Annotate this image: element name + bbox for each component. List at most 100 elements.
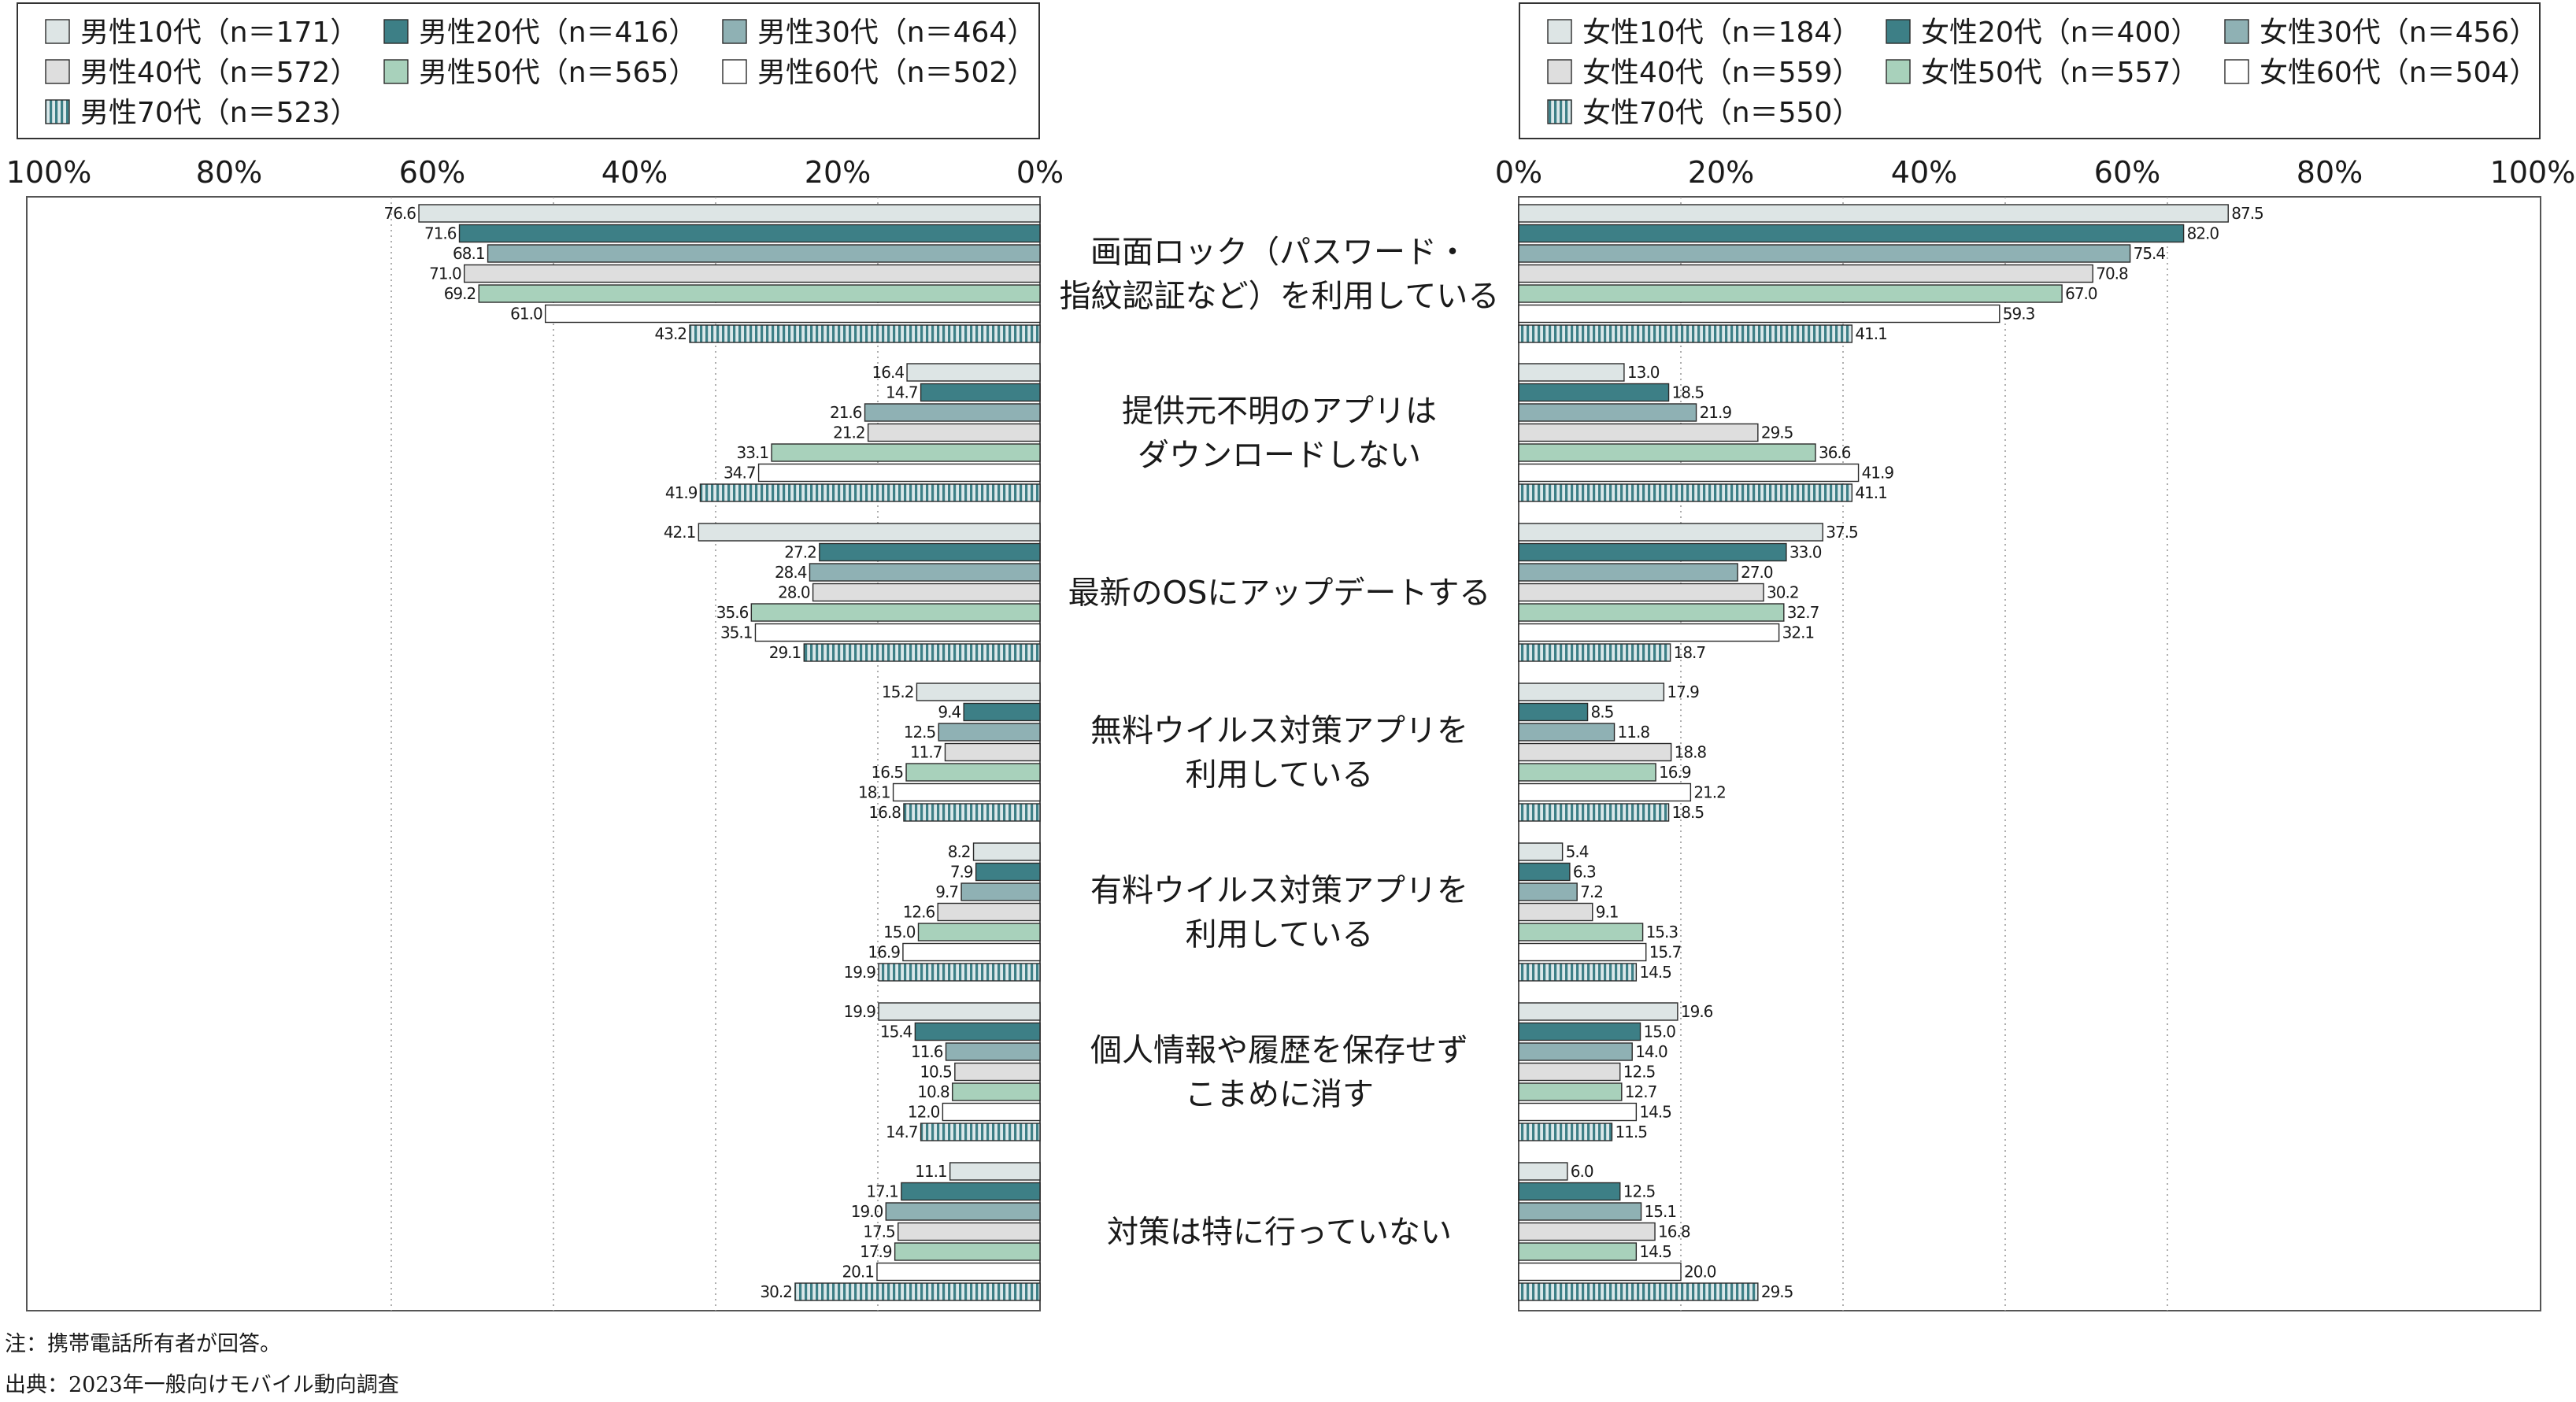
male-bar bbox=[945, 1042, 1041, 1061]
female-data-label: 87.5 bbox=[2231, 204, 2263, 223]
male-bar bbox=[975, 862, 1041, 882]
female-legend-label: 女性40代（n＝559） bbox=[1582, 57, 1860, 89]
male-data-label: 16.8 bbox=[868, 803, 901, 822]
female-bar bbox=[1518, 463, 1860, 483]
female-bar bbox=[1518, 902, 1593, 922]
female-bar bbox=[1518, 702, 1589, 722]
male-legend-swatch bbox=[383, 59, 409, 84]
male-data-label: 34.7 bbox=[724, 464, 756, 483]
male-x-tick-label: 80% bbox=[196, 155, 262, 190]
male-bar bbox=[458, 224, 1041, 243]
category-label: 指紋認証など）を利用している bbox=[1060, 279, 1500, 315]
footnote-source: 出典：2023年一般向けモバイル動向調査 bbox=[5, 1373, 399, 1397]
female-data-label: 33.0 bbox=[1790, 543, 1822, 562]
male-data-label: 12.6 bbox=[903, 903, 935, 922]
male-legend-label: 男性60代（n＝502） bbox=[757, 57, 1035, 89]
male-bar bbox=[487, 244, 1041, 263]
male-data-label: 7.9 bbox=[950, 863, 973, 882]
male-x-tick-label: 0% bbox=[1016, 155, 1064, 190]
female-data-label: 15.7 bbox=[1649, 943, 1682, 962]
female-data-label: 16.8 bbox=[1658, 1223, 1690, 1241]
female-data-label: 11.5 bbox=[1615, 1123, 1647, 1141]
female-data-label: 29.5 bbox=[1761, 424, 1793, 442]
female-bar bbox=[1518, 483, 1853, 502]
category-label: 提供元不明のアプリは bbox=[1122, 394, 1437, 430]
male-data-label: 14.7 bbox=[886, 383, 918, 402]
female-bar bbox=[1518, 324, 1853, 343]
male-data-label: 33.1 bbox=[737, 443, 769, 462]
category-label: こまめに消す bbox=[1185, 1077, 1374, 1113]
male-data-label: 9.4 bbox=[938, 703, 960, 722]
female-legend-swatch bbox=[1547, 19, 1572, 44]
female-legend-label: 女性20代（n＝400） bbox=[1921, 17, 2199, 49]
female-data-label: 15.1 bbox=[1645, 1202, 1677, 1221]
female-bar bbox=[1518, 1262, 1682, 1282]
male-x-tick-label: 100% bbox=[6, 155, 92, 190]
female-x-tick-label: 100% bbox=[2490, 155, 2576, 190]
male-x-tick-label: 40% bbox=[601, 155, 668, 190]
female-bar bbox=[1518, 583, 1764, 602]
male-bar bbox=[903, 803, 1041, 822]
female-data-label: 18.5 bbox=[1672, 383, 1704, 402]
female-data-label: 29.5 bbox=[1761, 1282, 1793, 1301]
category-label: 対策は特に行っていない bbox=[1107, 1215, 1452, 1251]
male-legend-label: 男性10代（n＝171） bbox=[80, 17, 358, 49]
female-data-label: 21.9 bbox=[1700, 403, 1732, 422]
female-data-label: 11.8 bbox=[1618, 723, 1650, 742]
female-data-label: 17.9 bbox=[1667, 683, 1699, 701]
female-data-label: 27.0 bbox=[1741, 563, 1773, 582]
female-data-label: 13.0 bbox=[1627, 363, 1660, 382]
male-data-label: 29.1 bbox=[769, 643, 801, 662]
male-data-label: 16.5 bbox=[872, 763, 904, 782]
female-bar bbox=[1518, 1242, 1638, 1261]
female-bar bbox=[1518, 1222, 1656, 1241]
female-data-label: 41.1 bbox=[1855, 483, 1887, 502]
female-bar bbox=[1518, 264, 2093, 283]
female-bar bbox=[1518, 782, 1692, 802]
male-legend-box bbox=[17, 2, 1040, 139]
male-bar bbox=[944, 742, 1041, 762]
male-data-label: 76.6 bbox=[383, 204, 416, 223]
female-legend-swatch bbox=[1886, 59, 1911, 84]
female-bar bbox=[1518, 862, 1571, 882]
female-data-label: 32.7 bbox=[1787, 603, 1819, 622]
male-legend-swatch bbox=[45, 59, 70, 84]
female-bar bbox=[1518, 1102, 1638, 1122]
male-data-label: 10.5 bbox=[920, 1063, 952, 1082]
female-x-tick-label: 40% bbox=[1891, 155, 1957, 190]
female-data-label: 32.1 bbox=[1782, 623, 1815, 642]
male-bar bbox=[906, 363, 1041, 382]
female-data-label: 14.5 bbox=[1639, 963, 1671, 982]
female-data-label: 18.7 bbox=[1674, 643, 1706, 662]
female-data-label: 18.8 bbox=[1675, 743, 1707, 762]
male-data-label: 17.5 bbox=[863, 1223, 895, 1241]
female-data-label: 70.8 bbox=[2096, 264, 2128, 283]
male-data-label: 11.6 bbox=[911, 1042, 943, 1061]
male-data-label: 19.9 bbox=[843, 1002, 875, 1021]
female-data-label: 30.2 bbox=[1767, 583, 1799, 602]
female-bar bbox=[1518, 1202, 1642, 1221]
male-bar bbox=[894, 1242, 1041, 1261]
female-bar bbox=[1518, 224, 2185, 243]
category-label: 個人情報や履歴を保存せず bbox=[1090, 1033, 1468, 1069]
male-data-label: 69.2 bbox=[444, 284, 476, 303]
male-bar bbox=[794, 1282, 1041, 1301]
male-data-label: 15.0 bbox=[883, 923, 916, 941]
male-data-label: 68.1 bbox=[453, 244, 485, 263]
female-data-label: 67.0 bbox=[2065, 284, 2097, 303]
female-bar bbox=[1518, 284, 2063, 303]
female-bar bbox=[1518, 363, 1625, 382]
male-bar bbox=[914, 1022, 1041, 1041]
male-data-label: 11.7 bbox=[910, 743, 942, 762]
male-legend-label: 男性40代（n＝572） bbox=[80, 57, 358, 89]
male-data-label: 35.6 bbox=[716, 603, 749, 622]
male-data-label: 18.1 bbox=[858, 783, 890, 802]
male-data-label: 12.5 bbox=[904, 723, 936, 742]
female-legend-swatch bbox=[1547, 99, 1572, 124]
female-data-label: 7.2 bbox=[1580, 882, 1603, 901]
category-label: 利用している bbox=[1186, 757, 1374, 793]
female-bar bbox=[1518, 683, 1665, 701]
category-label: 有料ウイルス対策アプリを bbox=[1090, 873, 1468, 909]
female-legend-swatch bbox=[2224, 19, 2249, 44]
male-bar bbox=[878, 963, 1041, 982]
